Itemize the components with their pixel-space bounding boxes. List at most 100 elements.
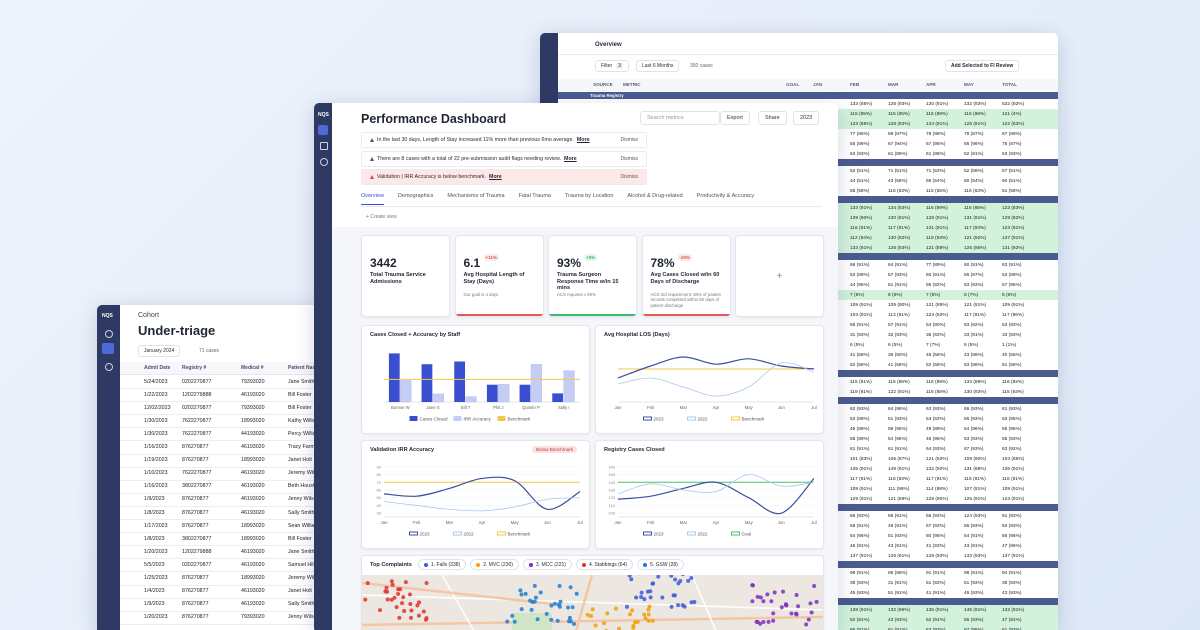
table-cell: 136 (91%) — [1002, 466, 1025, 472]
share-label[interactable]: Share — [765, 115, 780, 121]
chip-dot — [581, 562, 586, 567]
table-cell: 53 (93%) — [964, 436, 984, 442]
search-box[interactable]: Search metrics — [640, 111, 720, 125]
table-cell: 78 (87%) — [964, 131, 984, 137]
map-point — [549, 617, 554, 622]
table-cell: 116 (89%) — [926, 379, 948, 385]
table-cell: 8 (7%) — [964, 292, 979, 298]
map-point — [397, 615, 402, 620]
tab[interactable]: Overview — [361, 193, 384, 205]
nav-icon-active[interactable] — [318, 125, 328, 135]
nav-icon-active[interactable] — [102, 343, 114, 354]
tab[interactable]: Trauma by Location — [564, 193, 614, 199]
create-view-button[interactable]: + Create view — [366, 214, 397, 220]
map-point — [544, 611, 549, 616]
table-cell: 7622270877 — [182, 417, 212, 424]
nav-icon[interactable] — [320, 158, 328, 166]
chip-label[interactable]: 1. Falls (338) — [431, 561, 461, 568]
table-cell: 1/25/2023 — [144, 575, 168, 581]
table-cell: 121 (93%) — [926, 456, 949, 462]
search-placeholder[interactable]: Search metrics — [647, 115, 684, 121]
x-tick-label: Mar — [680, 405, 688, 410]
export-button[interactable]: Export — [720, 111, 750, 125]
filter-count[interactable]: 3 — [616, 63, 623, 69]
tab[interactable]: Demographics — [397, 193, 434, 199]
tab[interactable]: Fatal Trauma — [518, 193, 551, 199]
table-cell: 78 (88%) — [926, 131, 946, 137]
section-band: Trauma Registry — [558, 92, 1058, 99]
table-cell: 1 (1%) — [1002, 342, 1017, 348]
period-label[interactable]: January 2024 — [144, 348, 175, 354]
table-cell: 113 (91%) — [888, 312, 910, 318]
add-card[interactable]: + — [735, 235, 824, 317]
year-label[interactable]: 2023 — [800, 115, 813, 121]
table-cell: 33 (93%) — [1002, 332, 1022, 338]
chip-label[interactable]: 3. MCC (221) — [535, 561, 566, 568]
complaint-chip[interactable]: 1. Falls (338) — [418, 559, 467, 570]
filter-label[interactable]: Filter — [601, 63, 613, 69]
table-cell: 1202279888 — [182, 548, 212, 555]
chip-dot — [424, 562, 428, 567]
table-cell: 43 (93%) — [888, 617, 908, 623]
table-cell: 51 (58%) — [1002, 362, 1022, 368]
table-cell: 46193020 — [241, 470, 265, 477]
chip-label[interactable]: 4. Stabbings (64) — [588, 561, 628, 568]
action-button[interactable]: Add Selected to FI Review — [945, 60, 1020, 72]
table-cell: 130 (91%) — [926, 101, 949, 107]
legend-swatch — [453, 531, 462, 536]
alert-link[interactable]: More — [489, 174, 502, 180]
table-cell: 7 (7%) — [926, 342, 941, 348]
alert-link[interactable]: More — [564, 155, 577, 162]
legend-label: 2023 — [654, 417, 665, 422]
panel-title: Top Complaints — [370, 562, 412, 568]
tab[interactable]: Mechanisms of Trauma — [447, 193, 505, 199]
table-cell: 67 (93%) — [964, 446, 984, 452]
table-cell: 1/20/2023 — [144, 614, 168, 621]
dismiss-button[interactable]: Dismiss — [620, 174, 639, 180]
table-cell: 3802270877 — [182, 535, 212, 542]
table-cell: 98 (91%) — [850, 570, 870, 576]
table-cell: 63 (92%) — [964, 322, 984, 328]
tab[interactable]: Productivity & Accuracy — [696, 193, 755, 199]
table-cell: 3802270877 — [182, 483, 212, 490]
legend-label: Benchmark — [508, 532, 532, 537]
period-label[interactable]: Last 6 Months — [642, 63, 674, 69]
y-tick-label: 140 — [608, 480, 615, 485]
table-cell: 0202270877 — [182, 378, 212, 385]
share-button[interactable]: Share — [758, 111, 787, 125]
map-point — [804, 622, 809, 627]
dismiss-button[interactable]: Dismiss — [620, 155, 639, 162]
chip-label[interactable]: 5. GSW (28) — [650, 561, 678, 568]
dismiss-button[interactable]: Dismiss — [620, 137, 639, 143]
nav-icon[interactable] — [320, 142, 328, 150]
chart-panel: Avg Hospital LOS (Days) Jan Feb Mar Apr May Ju… — [595, 325, 824, 434]
map-point — [549, 603, 554, 608]
chip-label[interactable]: 2. MVC (230) — [483, 561, 513, 568]
map-road — [574, 575, 594, 630]
map-point — [648, 595, 653, 600]
filter-button[interactable]: Filter 3 — [595, 60, 629, 72]
breadcrumb: Cohort — [138, 312, 160, 319]
map-point — [758, 595, 763, 600]
complaint-chip[interactable]: 3. MCC (221) — [522, 559, 572, 570]
x-tick-label: Jan — [615, 520, 623, 525]
column-header: FEB — [850, 82, 860, 87]
period-button[interactable]: January 2024 — [138, 345, 181, 357]
action-label[interactable]: Add Selected to FI Review — [951, 63, 1014, 69]
y-tick-label: 50 — [377, 495, 382, 500]
table-cell: 115 (85%) — [888, 111, 910, 117]
complaint-chip[interactable]: 5. GSW (28) — [637, 559, 684, 570]
complaint-chip[interactable]: 4. Stabbings (64) — [575, 559, 634, 570]
export-label[interactable]: Export — [727, 115, 743, 121]
nav-icon[interactable] — [105, 330, 113, 338]
alert-link[interactable]: More — [576, 137, 590, 143]
year-button[interactable]: 2023 — [793, 111, 820, 125]
complaint-chip[interactable]: 2. MVC (230) — [470, 559, 519, 570]
table-cell: 52 (91%) — [850, 617, 870, 623]
kpi-label: Avg Hospital Length of Stay (Days) — [463, 272, 525, 285]
nav-icon[interactable] — [105, 363, 113, 371]
table-cell: 876270877 — [182, 588, 209, 595]
table-cell: 66 (93%) — [850, 513, 870, 519]
period-button[interactable]: Last 6 Months — [636, 60, 680, 72]
tab[interactable]: Alcohol & Drug-related — [627, 193, 683, 199]
